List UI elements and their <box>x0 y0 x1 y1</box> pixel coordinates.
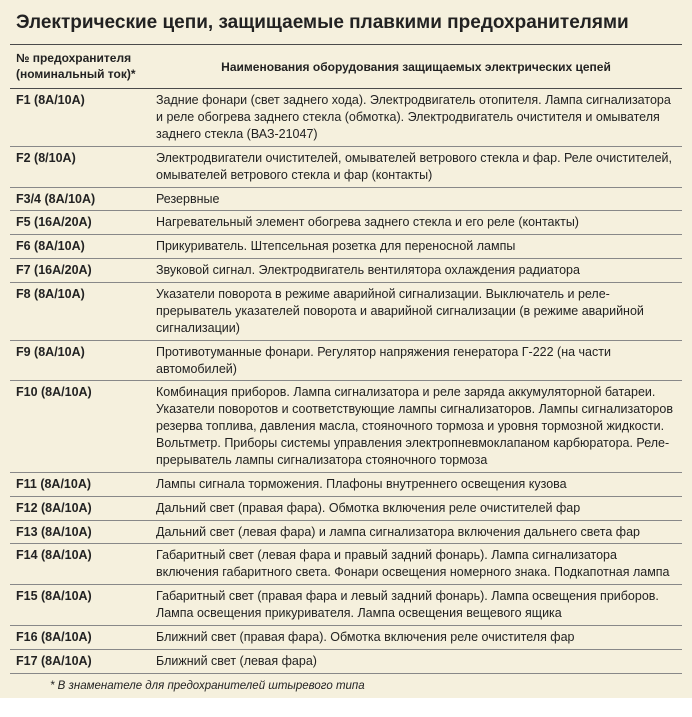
header-fuse-number: № предохранителя (номинальный ток)* <box>10 45 150 89</box>
description-cell: Ближний свет (левая фара) <box>150 649 682 673</box>
description-cell: Габаритный свет (левая фара и правый зад… <box>150 544 682 585</box>
description-cell: Лампы сигнала торможения. Плафоны внутре… <box>150 472 682 496</box>
table-header-row: № предохранителя (номинальный ток)* Наим… <box>10 45 682 89</box>
table-row: F5 (16А/20А)Нагревательный элемент обогр… <box>10 211 682 235</box>
description-cell: Комбинация приборов. Лампа сигнализатора… <box>150 381 682 472</box>
fuse-cell: F8 (8A/10A) <box>10 283 150 341</box>
table-row: F9 (8А/10А)Противотуманные фонари. Регул… <box>10 340 682 381</box>
table-row: F15 (8А/10А)Габаритный свет (правая фара… <box>10 585 682 626</box>
description-cell: Резервные <box>150 187 682 211</box>
table-row: F12 (8А/10А)Дальний свет (правая фара). … <box>10 496 682 520</box>
fuse-cell: F5 (16А/20А) <box>10 211 150 235</box>
fuse-cell: F17 (8А/10А) <box>10 649 150 673</box>
description-cell: Задние фонари (свет заднего хода). Элект… <box>150 89 682 147</box>
table-row: F10 (8А/10А)Комбинация приборов. Лампа с… <box>10 381 682 472</box>
fuse-cell: F14 (8А/10А) <box>10 544 150 585</box>
table-row: F14 (8А/10А)Габаритный свет (левая фара … <box>10 544 682 585</box>
header-line1: № предохранителя <box>16 51 131 65</box>
description-cell: Указатели поворота в режиме аварийной си… <box>150 283 682 341</box>
fuse-cell: F10 (8А/10А) <box>10 381 150 472</box>
fuse-cell: F11 (8А/10А) <box>10 472 150 496</box>
fuse-cell: F15 (8А/10А) <box>10 585 150 626</box>
description-cell: Противотуманные фонари. Регулятор напряж… <box>150 340 682 381</box>
table-row: F1 (8А/10А)Задние фонари (свет заднего х… <box>10 89 682 147</box>
fuse-table: № предохранителя (номинальный ток)* Наим… <box>10 44 682 674</box>
table-body: F1 (8А/10А)Задние фонари (свет заднего х… <box>10 89 682 674</box>
fuse-cell: F16 (8А/10А) <box>10 625 150 649</box>
table-row: F16 (8А/10А)Ближний свет (правая фара). … <box>10 625 682 649</box>
fuse-cell: F2 (8/10A) <box>10 146 150 187</box>
description-cell: Ближний свет (правая фара). Обмотка вклю… <box>150 625 682 649</box>
description-cell: Дальний свет (левая фара) и лампа сигнал… <box>150 520 682 544</box>
footnote: * В знаменателе для предохранителей штыр… <box>50 680 682 692</box>
document-container: Электрические цепи, защищаемые плавкими … <box>0 0 692 698</box>
description-cell: Звуковой сигнал. Электродвигатель вентил… <box>150 259 682 283</box>
fuse-cell: F6 (8A/10A) <box>10 235 150 259</box>
description-cell: Прикуриватель. Штепсельная розетка для п… <box>150 235 682 259</box>
fuse-cell: F12 (8А/10А) <box>10 496 150 520</box>
table-row: F8 (8A/10A)Указатели поворота в режиме а… <box>10 283 682 341</box>
description-cell: Габаритный свет (правая фара и левый зад… <box>150 585 682 626</box>
description-cell: Дальний свет (правая фара). Обмотка вклю… <box>150 496 682 520</box>
table-row: F6 (8A/10A)Прикуриватель. Штепсельная ро… <box>10 235 682 259</box>
header-line2: (номинальный ток)* <box>16 67 136 81</box>
fuse-cell: F13 (8А/10А) <box>10 520 150 544</box>
document-title: Электрические цепи, защищаемые плавкими … <box>16 12 682 34</box>
fuse-cell: F1 (8А/10А) <box>10 89 150 147</box>
description-cell: Электродвигатели очистителей, омывателей… <box>150 146 682 187</box>
table-row: F13 (8А/10А)Дальний свет (левая фара) и … <box>10 520 682 544</box>
table-row: F17 (8А/10А)Ближний свет (левая фара) <box>10 649 682 673</box>
fuse-cell: F3/4 (8A/10A) <box>10 187 150 211</box>
table-row: F11 (8А/10А)Лампы сигнала торможения. Пл… <box>10 472 682 496</box>
fuse-cell: F7 (16А/20А) <box>10 259 150 283</box>
table-row: F3/4 (8A/10A)Резервные <box>10 187 682 211</box>
fuse-cell: F9 (8А/10А) <box>10 340 150 381</box>
table-row: F7 (16А/20А)Звуковой сигнал. Электродвиг… <box>10 259 682 283</box>
description-cell: Нагревательный элемент обогрева заднего … <box>150 211 682 235</box>
table-row: F2 (8/10A)Электродвигатели очистителей, … <box>10 146 682 187</box>
header-description: Наименования оборудования защищаемых эле… <box>150 45 682 89</box>
